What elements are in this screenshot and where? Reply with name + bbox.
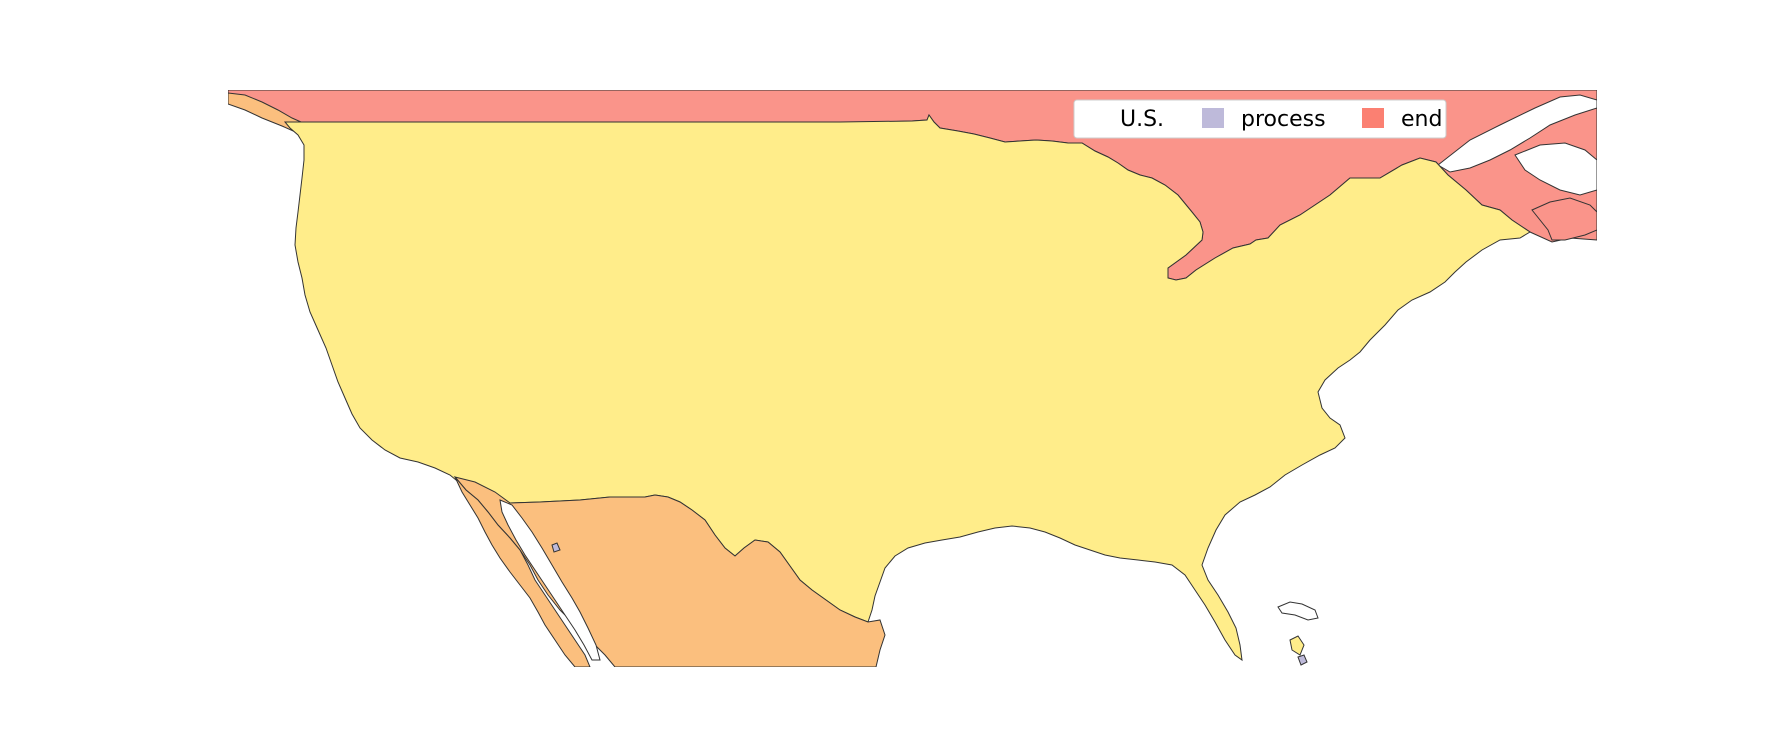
legend-label-process: process <box>1241 107 1326 132</box>
gulf-water <box>1437 94 1597 173</box>
mexico-region <box>453 476 886 667</box>
canada-maritime-region <box>1531 197 1597 241</box>
gulf-of-california <box>499 499 601 661</box>
caribbean-island-purple <box>1297 654 1308 666</box>
baja-california <box>454 476 591 667</box>
united-states-region <box>283 113 1531 662</box>
gulf-water-2 <box>1514 142 1597 196</box>
legend-swatch-process <box>1202 108 1224 128</box>
map-area <box>228 90 1597 667</box>
legend-frame <box>1073 99 1447 139</box>
pacific-island-purple <box>551 542 561 553</box>
cuba-fragment <box>1277 601 1319 621</box>
legend-label-end: end <box>1401 107 1442 132</box>
legend: U.S. process end <box>1073 99 1447 139</box>
legend-swatch-end <box>1362 108 1384 128</box>
legend-title: U.S. <box>1120 107 1164 132</box>
bahamas-island <box>1289 635 1305 656</box>
